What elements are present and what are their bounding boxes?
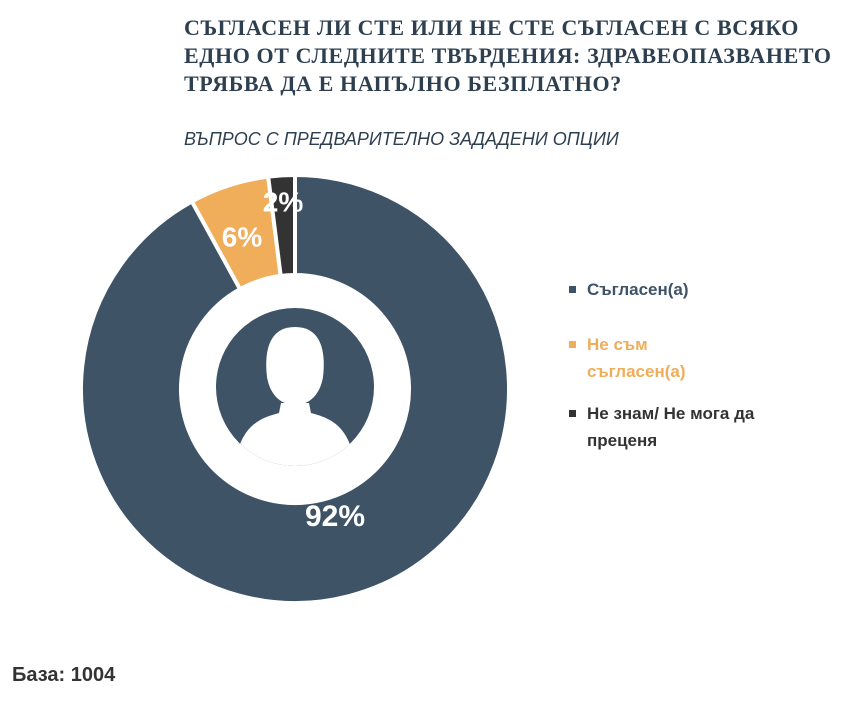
legend-label-dont-know: Не знам/ Не мога да преценя bbox=[587, 404, 755, 450]
donut-slice-dont-know bbox=[265, 172, 297, 279]
data-label-dont-know: 2% bbox=[263, 186, 304, 217]
legend-item-dont-know: Не знам/ Не мога да преценя bbox=[567, 400, 807, 454]
donut-slice-agree bbox=[79, 172, 511, 605]
chart-legend: Съгласен(а) Не съм съгласен(а) Не знам/ … bbox=[567, 276, 807, 454]
base-sample-size: База: 1004 bbox=[12, 664, 116, 686]
legend-swatch-agree bbox=[569, 286, 576, 293]
legend-label-agree: Съгласен(а) bbox=[587, 280, 689, 299]
legend-label-disagree: Не съм съгласен(а) bbox=[587, 335, 686, 381]
chart-subtitle: ВЪПРОС С ПРЕДВАРИТЕЛНО ЗАДАДЕНИ ОПЦИИ bbox=[184, 129, 619, 149]
data-label-disagree: 6% bbox=[222, 221, 263, 252]
legend-swatch-dont-know bbox=[569, 410, 576, 417]
data-label-agree: 92% bbox=[305, 500, 365, 533]
chart-title: СЪГЛАСЕН ЛИ СТЕ ИЛИ НЕ СТЕ СЪГЛАСЕН С ВС… bbox=[184, 15, 832, 96]
legend-item-disagree: Не съм съгласен(а) bbox=[567, 331, 807, 385]
legend-item-agree: Съгласен(а) bbox=[567, 276, 807, 303]
legend-swatch-disagree bbox=[569, 341, 576, 348]
